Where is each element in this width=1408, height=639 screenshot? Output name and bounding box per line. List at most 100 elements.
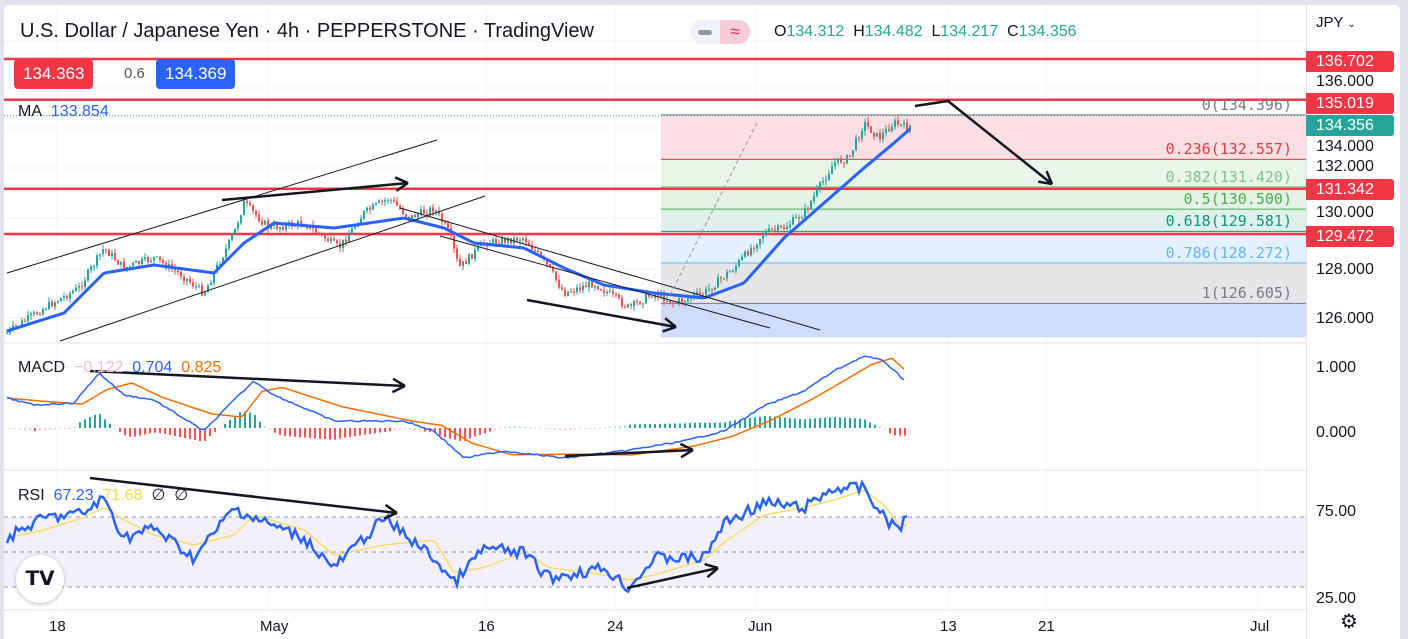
macd-histogram-bar (319, 428, 321, 439)
candle (132, 262, 134, 266)
price-tick: 130.000 (1316, 204, 1374, 221)
macd-histogram-bar (9, 428, 11, 429)
candle (102, 249, 104, 254)
price-label: 129.472 (1306, 226, 1394, 247)
price-tick: 128.000 (1316, 261, 1374, 278)
macd-histogram-bar (424, 428, 426, 432)
candle (615, 293, 617, 295)
macd-histogram-bar (674, 423, 676, 428)
macd-histogram-bar (839, 417, 841, 428)
macd-histogram-bar (399, 428, 401, 430)
macd-legend[interactable]: MACD −0.122 0.704 0.825 (18, 359, 222, 376)
candle (495, 238, 497, 244)
candle (324, 234, 326, 239)
candle (771, 228, 773, 230)
macd-histogram-bar (774, 416, 776, 428)
arrow-drawing-head (679, 442, 694, 452)
macd-histogram-bar (569, 428, 571, 431)
macd-histogram-bar (264, 426, 266, 428)
ma-legend[interactable]: MA 133.854 (18, 103, 109, 120)
candle (780, 225, 782, 227)
rsi-line (5, 479, 908, 594)
candle (675, 302, 677, 304)
tradingview-logo[interactable]: 𝗧𝗩 (16, 555, 64, 603)
fib-zone (661, 114, 1306, 160)
candle (477, 245, 479, 250)
candle (432, 207, 434, 212)
macd-histogram-bar (404, 428, 406, 430)
settings-gear-icon[interactable]: ⚙ (1340, 611, 1358, 633)
candle (6, 332, 8, 334)
macd-histogram-bar (169, 428, 171, 435)
macd-histogram-bar (269, 428, 271, 430)
candle (411, 215, 413, 221)
macd-histogram-bar (874, 424, 876, 428)
macd-histogram-bar (84, 419, 86, 428)
candle (681, 298, 683, 303)
candle (534, 249, 536, 251)
candle (333, 238, 335, 241)
candle (174, 268, 176, 271)
candle (243, 200, 245, 216)
candle (864, 122, 866, 131)
fib-label: 0.236(132.557) (1165, 140, 1292, 159)
macd-histogram-bar (759, 416, 761, 428)
macd-histogram-bar (894, 428, 896, 436)
macd-histogram-bar (409, 428, 411, 430)
macd-histogram-bar (299, 428, 301, 438)
macd-histogram-bar (714, 422, 716, 428)
candle (363, 210, 365, 219)
macd-histogram-bar (534, 428, 536, 429)
candle (21, 320, 23, 327)
candle (570, 291, 572, 293)
macd-histogram-bar (419, 428, 421, 431)
indicator-toggle[interactable]: ≈ (690, 20, 750, 44)
candle (57, 301, 59, 303)
arrow-drawing-head (392, 377, 406, 388)
candle (372, 204, 374, 210)
macd-histogram-bar (619, 425, 621, 428)
candle (297, 220, 299, 226)
macd-histogram-bar (634, 424, 636, 428)
buy-button[interactable]: 134.369 (156, 59, 236, 89)
macd-histogram-bar (739, 419, 741, 428)
macd-histogram-bar (529, 427, 531, 429)
macd-histogram-bar (344, 428, 346, 438)
wave-icon[interactable]: ≈ (720, 20, 750, 44)
time-tick: 24 (607, 618, 624, 635)
arrow-drawing-head (704, 562, 719, 570)
candle (210, 282, 212, 286)
candle (588, 281, 590, 288)
candle (114, 253, 116, 261)
candle (591, 281, 593, 288)
macd-histogram-bar (434, 428, 436, 434)
candle (558, 279, 560, 288)
chart-canvas[interactable] (4, 5, 1306, 639)
candle (516, 237, 518, 241)
rsi-legend[interactable]: RSI 67.23 71.68 ∅ ∅ (18, 487, 189, 504)
macd-histogram-bar (664, 423, 666, 428)
macd-histogram-bar (59, 428, 61, 429)
candle (843, 162, 845, 164)
fib-label: 1(126.605) (1201, 284, 1292, 303)
trend-line (59, 195, 486, 342)
candle (93, 265, 95, 267)
macd-histogram-bar (539, 428, 541, 429)
macd-histogram-bar (779, 417, 781, 428)
candle (783, 226, 785, 230)
candle (441, 213, 443, 223)
candle (315, 228, 317, 233)
candle (792, 217, 794, 225)
sell-button[interactable]: 134.363 (14, 59, 94, 89)
currency-select[interactable]: JPY ⌄ (1316, 14, 1356, 31)
macd-histogram-bar (729, 421, 731, 428)
macd-histogram-bar (174, 428, 176, 436)
chart-panel[interactable]: U.S. Dollar / Japanese Yen · 4h · PEPPER… (4, 5, 1400, 639)
macd-histogram-bar (614, 426, 616, 428)
macd-histogram-bar (204, 428, 206, 441)
hide-icon[interactable] (690, 20, 720, 44)
rsi-tick: 25.00 (1316, 590, 1357, 607)
macd-histogram-bar (564, 428, 566, 431)
candle (138, 261, 140, 264)
candle (501, 238, 503, 245)
